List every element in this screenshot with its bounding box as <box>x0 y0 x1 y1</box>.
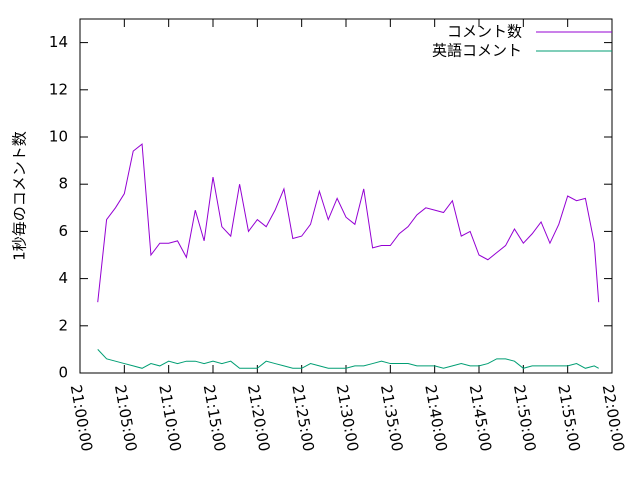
x-tick-label: 21:50:00 <box>510 383 539 452</box>
x-tick-label: 21:10:00 <box>155 383 184 452</box>
y-tick-label: 4 <box>58 269 68 287</box>
x-tick-label: 21:15:00 <box>200 383 229 452</box>
plot-border <box>79 18 613 374</box>
y-tick-label: 10 <box>49 128 68 146</box>
x-tick-label: 21:55:00 <box>554 383 583 452</box>
x-tick-label: 21:00:00 <box>67 383 96 452</box>
x-tick-label: 21:35:00 <box>377 383 406 452</box>
legend-label: コメント数 <box>447 23 522 41</box>
x-tick-label: 21:45:00 <box>466 383 495 452</box>
x-tick-label: 21:20:00 <box>244 383 273 452</box>
series-line <box>97 143 600 303</box>
series-line <box>97 349 599 369</box>
y-axis-label: 1秒毎のコメント数 <box>11 131 29 261</box>
y-tick-label: 8 <box>58 175 68 193</box>
y-tick-label: 14 <box>49 33 68 51</box>
y-tick-label: 12 <box>49 80 68 98</box>
legend-label: 英語コメント <box>432 42 522 60</box>
y-tick-label: 0 <box>58 364 68 382</box>
x-tick-label: 22:00:00 <box>599 383 628 452</box>
x-tick-label: 21:25:00 <box>288 383 317 452</box>
y-tick-label: 6 <box>58 222 68 240</box>
y-tick-label: 2 <box>58 316 68 334</box>
x-tick-label: 21:05:00 <box>111 383 140 452</box>
x-tick-label: 21:30:00 <box>333 383 362 452</box>
x-tick-label: 21:40:00 <box>421 383 450 452</box>
